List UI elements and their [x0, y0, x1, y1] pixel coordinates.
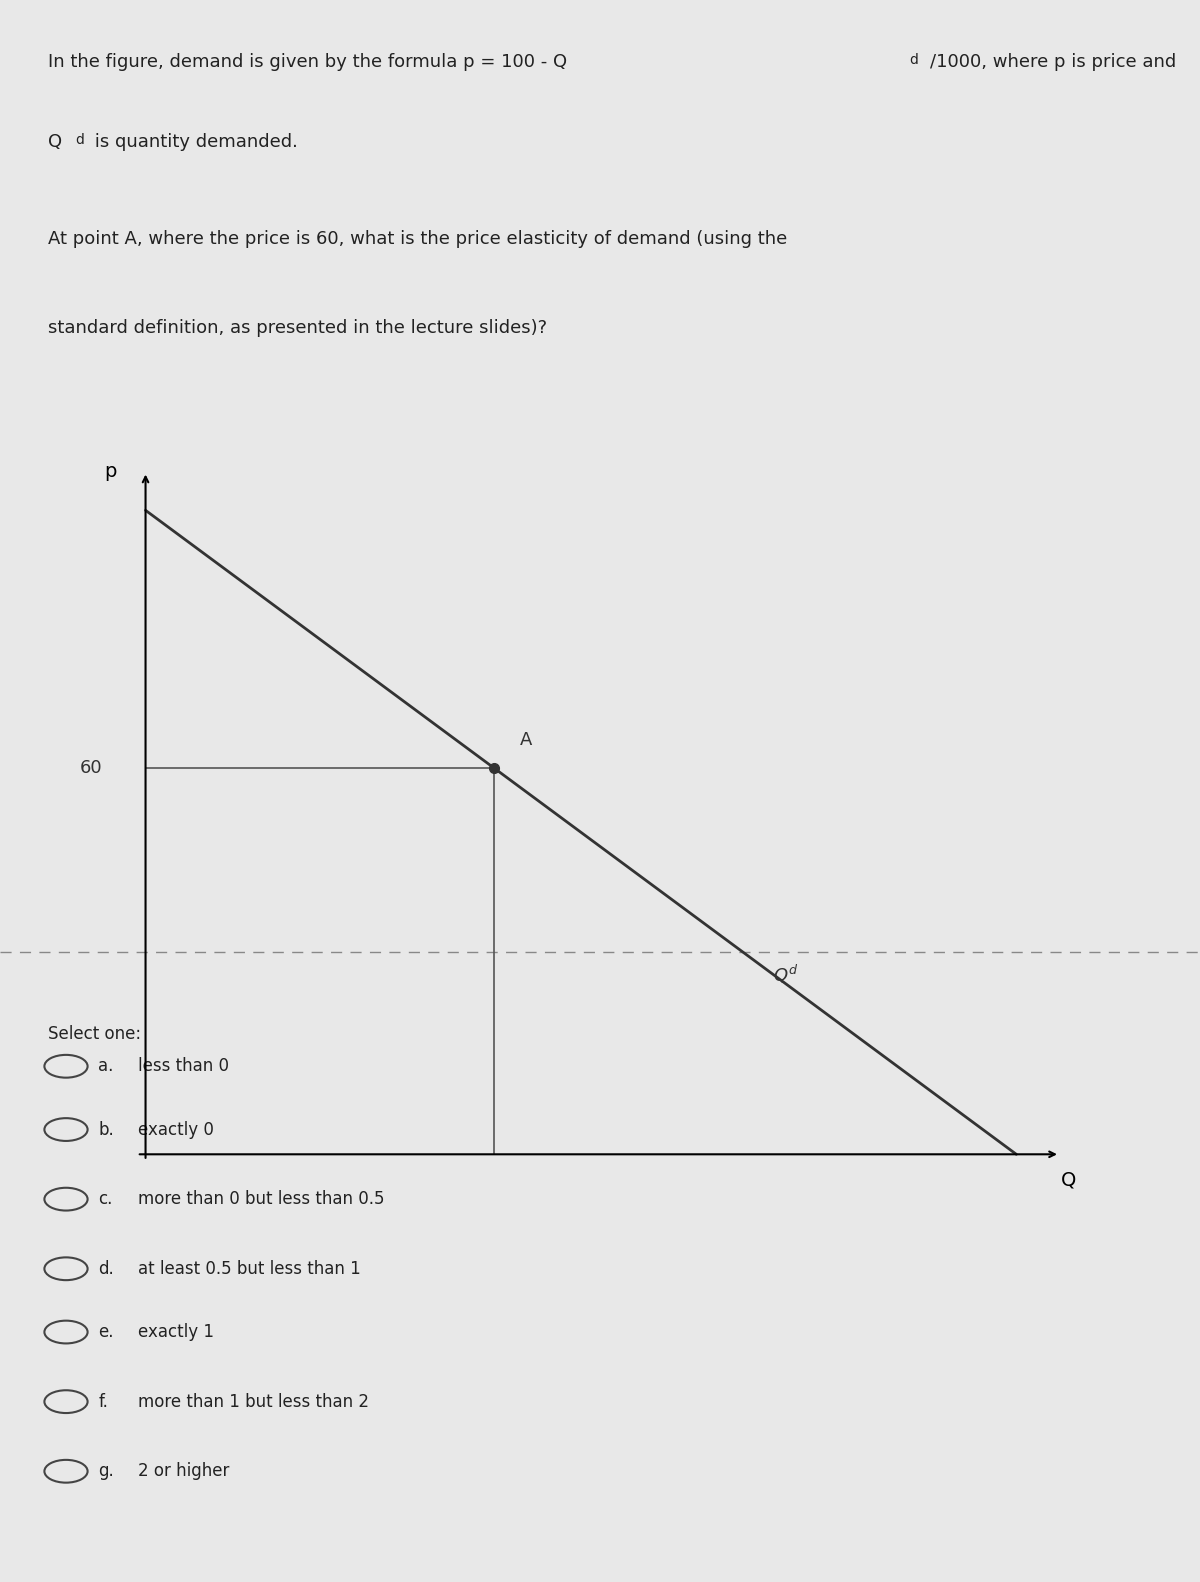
Text: b.: b. — [98, 1120, 114, 1139]
Text: $Q^d$: $Q^d$ — [773, 962, 798, 986]
Text: less than 0: less than 0 — [138, 1057, 229, 1076]
Text: standard definition, as presented in the lecture slides)?: standard definition, as presented in the… — [48, 320, 547, 337]
Text: d: d — [910, 54, 918, 66]
Text: more than 0 but less than 0.5: more than 0 but less than 0.5 — [138, 1190, 384, 1209]
Text: d: d — [74, 133, 84, 147]
Text: c.: c. — [98, 1190, 113, 1209]
Text: A: A — [520, 731, 533, 748]
Text: e.: e. — [98, 1323, 114, 1342]
Text: Q: Q — [48, 133, 62, 150]
Text: at least 0.5 but less than 1: at least 0.5 but less than 1 — [138, 1259, 361, 1278]
Text: Select one:: Select one: — [48, 1025, 142, 1043]
Text: f.: f. — [98, 1392, 108, 1411]
Text: d.: d. — [98, 1259, 114, 1278]
Text: In the figure, demand is given by the formula p = 100 - Q: In the figure, demand is given by the fo… — [48, 54, 568, 71]
Text: Q: Q — [1061, 1171, 1076, 1190]
Text: p: p — [104, 462, 116, 481]
Text: is quantity demanded.: is quantity demanded. — [89, 133, 298, 150]
Text: exactly 1: exactly 1 — [138, 1323, 214, 1342]
Text: more than 1 but less than 2: more than 1 but less than 2 — [138, 1392, 370, 1411]
Text: exactly 0: exactly 0 — [138, 1120, 214, 1139]
Text: 2 or higher: 2 or higher — [138, 1462, 229, 1481]
Text: g.: g. — [98, 1462, 114, 1481]
Text: 60: 60 — [79, 759, 102, 777]
Text: /1000, where p is price and: /1000, where p is price and — [930, 54, 1176, 71]
Text: At point A, where the price is 60, what is the price elasticity of demand (using: At point A, where the price is 60, what … — [48, 231, 787, 248]
Text: a.: a. — [98, 1057, 114, 1076]
